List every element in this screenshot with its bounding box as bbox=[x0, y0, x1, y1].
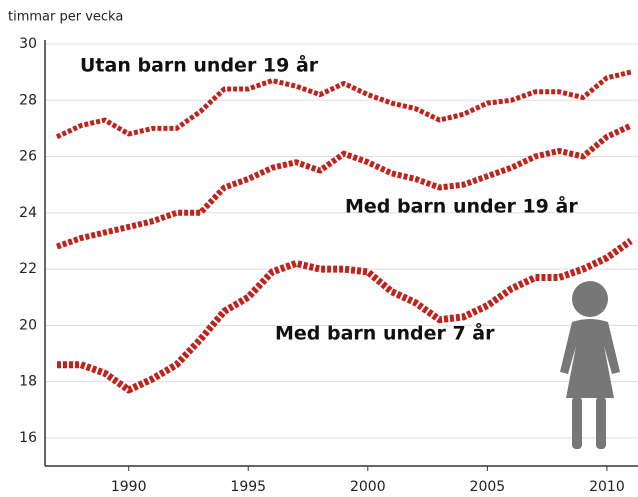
series-label: Med barn under 19 år bbox=[345, 194, 578, 218]
series-label: Utan barn under 19 år bbox=[80, 53, 319, 77]
y-tick-label: 30 bbox=[19, 36, 37, 52]
y-tick-label: 28 bbox=[19, 92, 37, 108]
x-tick-label: 2000 bbox=[350, 479, 386, 495]
y-axis-label: timmar per vecka bbox=[8, 10, 123, 25]
x-tick-label: 2010 bbox=[589, 479, 625, 495]
series-label: Med barn under 7 år bbox=[275, 321, 495, 345]
y-tick-label: 24 bbox=[19, 205, 37, 221]
series-line bbox=[55, 69, 632, 140]
x-tick-label: 1995 bbox=[230, 479, 266, 495]
series-line bbox=[55, 122, 633, 250]
series-line bbox=[57, 238, 633, 394]
woman-icon bbox=[560, 281, 620, 449]
y-tick-label: 16 bbox=[19, 430, 37, 446]
y-tick-label: 26 bbox=[19, 149, 37, 165]
y-tick-label: 18 bbox=[19, 374, 37, 390]
x-tick-label: 2005 bbox=[470, 479, 506, 495]
y-tick-label: 20 bbox=[19, 317, 37, 333]
x-tick-label: 1990 bbox=[111, 479, 147, 495]
y-tick-label: 22 bbox=[19, 261, 37, 277]
